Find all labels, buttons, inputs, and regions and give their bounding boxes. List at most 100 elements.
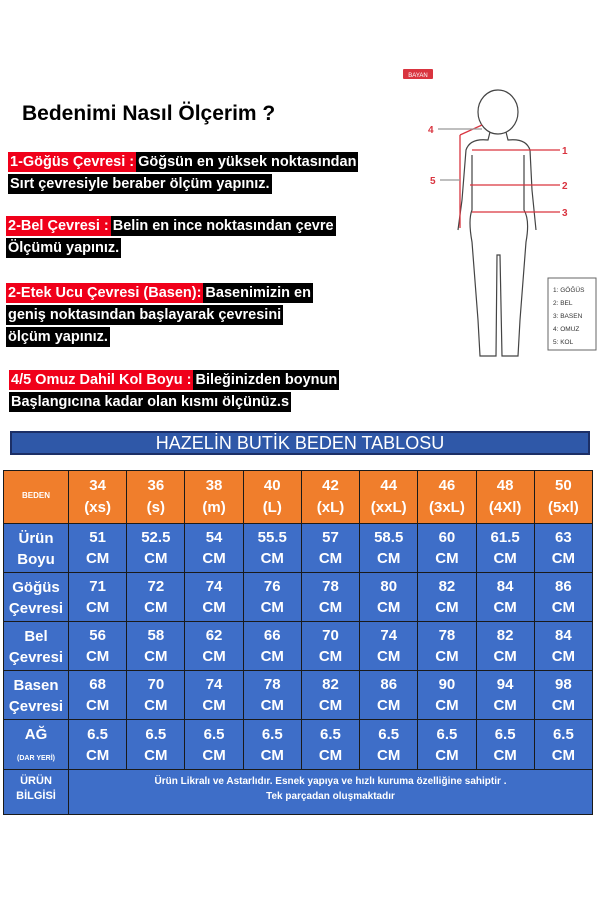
cell-text: 58 [147,627,165,644]
cell-text: 76 [263,578,281,595]
instruction-text: Başlangıcına kadar olan kısmı ölçünüz.s [9,392,292,412]
cell-text: Bel [24,628,48,645]
instruction-text: ölçüm yapınız. [6,327,110,347]
cell-text: CM [85,648,110,665]
cell-text: CM [435,599,459,616]
cell-text: 6.5 [145,725,167,743]
measurement-cell: 51 CM [67,523,128,573]
cell-text: 36 [147,477,165,494]
measurement-cell: 78 CM [300,572,361,622]
cell-text: 6.5 [494,725,516,743]
measurement-cell: 82 CM [300,670,361,720]
cell-text: CM [144,746,168,764]
cell-text: 98 [555,676,572,693]
instruction-1-line-2: Sırt çevresiyle beraber ölçüm yapınız. [8,174,272,194]
size-header: 38 (m) [184,470,244,524]
instruction-2-line-2: Ölçümü yapınız. [6,238,122,258]
cell-text: CM [144,599,168,616]
cell-text: (xL) [316,499,345,516]
measurement-cell: 62 CM [184,621,244,671]
measurement-cell: 74 CM [184,572,244,622]
cell-text: CM [260,550,284,567]
cell-text: (s) [146,499,165,516]
cell-text: CM [377,697,401,714]
cell-text: CM [377,599,401,616]
size-header: 40 (L) [242,470,302,524]
cell-text: CM [377,550,401,567]
size-table-banner: HAZELİN BUTİK BEDEN TABLOSU [10,431,590,455]
cell-text: 84 [496,578,514,595]
cell-text: 58.5 [374,529,404,546]
svg-text:2: 2 [562,181,568,192]
cell-text: CM [85,550,110,567]
measurement-cell: 90 CM [417,670,477,720]
badge [403,69,433,79]
measurement-cell: 78 CM [242,670,302,720]
table-row: Göğüs Çevresi 71 CM 72 CM 74 CM 76 CM 78 CM 80 CM 82 CM… [3,572,594,622]
measurement-cell: 72 CM [126,572,186,622]
cell-text: (DAR YERİ) [17,755,55,762]
measurement-cell: 57 CM [300,523,361,573]
cell-text: CM [202,599,226,616]
measurement-cell: 63 CM [533,523,594,573]
cell-text: 86 [555,578,572,595]
cell-text: 40 [263,477,281,494]
cell-text: CM [318,746,343,764]
cell-text: CM [435,697,459,714]
measurement-cell: 82 CM [475,621,535,671]
cell-text: CM [318,550,343,567]
cell-text: 44 [380,477,398,494]
cell-text: (3xL) [429,499,465,516]
cell-text: 74 [380,627,398,644]
cell-text: ÜRÜN [20,775,52,787]
cell-text: 6.5 [203,725,225,743]
cell-text: CM [551,550,576,567]
svg-text:5: KOL: 5: KOL [553,339,574,346]
measurement-cell: 94 CM [475,670,535,720]
cell-text: 80 [380,578,398,595]
svg-text:3: BASEN: 3: BASEN [553,313,583,320]
cell-text: Çevresi [8,698,64,715]
cell-text: 63 [555,529,572,546]
cell-text: Göğüs [12,579,60,596]
size-header: 42 (xL) [300,470,361,524]
cell-text: Tek parçadan oluşmaktadır [266,791,395,802]
cell-text: Ürün Likralı ve Astarlıdır. Esnek yapıya… [154,776,507,787]
cell-text: 74 [205,578,223,595]
cell-text: 50 [555,477,572,494]
cell-text: 6.5 [320,725,341,743]
table-row: AĞ (DAR YERİ) 6.5 CM 6.5 CM 6.5 CM 6.5 CM 6.5 CM 6.5… [3,719,594,770]
cell-text: 70 [147,676,165,693]
cell-text: 6.5 [87,725,109,743]
row-label: Göğüs Çevresi [3,572,69,622]
cell-text: CM [144,697,168,714]
cell-text: 82 [496,627,514,644]
cell-text: CM [260,697,284,714]
svg-text:1: GÖĞÜS: 1: GÖĞÜS [553,285,585,294]
row-label: Ürün Boyu [3,523,69,573]
measurement-cell: 6.5 CM [359,719,419,770]
legend-box [547,277,597,351]
cell-text: (m) [202,499,226,516]
cell-text: 6.5 [436,725,458,743]
cell-text: Ürün [18,530,54,547]
measurement-cell: 52.5 CM [126,523,186,573]
measurement-cell: 70 CM [126,670,186,720]
cell-text: 66 [263,627,281,644]
cell-text: 82 [438,578,456,595]
cell-text: AĞ [24,726,48,743]
cell-text: (L) [262,499,282,516]
cell-text: CM [551,599,576,616]
cell-text: 55.5 [257,529,287,546]
cell-text: (xxL) [370,499,407,516]
instruction-label: 1-Göğüs Çevresi : [8,152,137,172]
cell-text: Çevresi [8,649,64,666]
measurement-cell: 84 CM [533,621,594,671]
measurement-cell: 86 CM [533,572,594,622]
cell-text: 6.5 [552,725,574,743]
svg-text:2: BEL: 2: BEL [553,300,573,307]
cell-text: CM [318,599,343,616]
cell-text: Boyu [17,551,55,568]
svg-text:1: 1 [562,146,568,157]
table-row: Basen Çevresi 68 CM 70 CM 74 CM 78 CM 82 CM 86 CM 90 CM… [3,670,594,720]
